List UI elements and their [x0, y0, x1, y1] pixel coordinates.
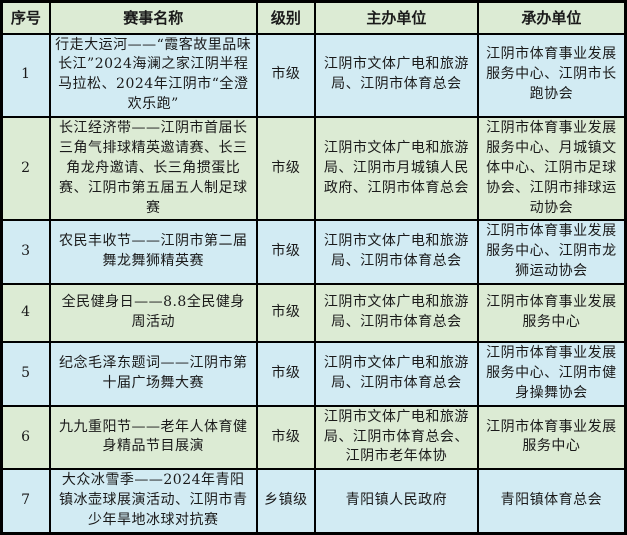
cell-host: 江阴市文体广电和旅游局、江阴市体育总会、江阴市老年体协: [313, 404, 479, 471]
table-row: 3 农民丰收节——江阴市第二届舞龙舞狮精英赛 市级 江阴市文体广电和旅游局、江阴…: [0, 219, 627, 285]
col-header-undertaker: 承办单位: [476, 0, 627, 35]
cell-host: 江阴市文体广电和旅游局、江阴市体育总会: [313, 32, 479, 118]
table-row: 4 全民健身日——8.8全民健身周活动 市级 江阴市文体广电和旅游局、江阴市体育…: [0, 283, 627, 343]
cell-host: 江阴市文体广电和旅游局、江阴市体育总会: [313, 341, 479, 407]
cell-no: 1: [0, 32, 51, 118]
table-row: 6 九九重阳节——老年人体育健身精品节目展演 市级 江阴市文体广电和旅游局、江阴…: [0, 404, 627, 471]
cell-undertaker: 江阴市体育事业发展服务中心、江阴市长跑协会: [476, 32, 627, 118]
cell-event-name: 九九重阳节——老年人体育健身精品节目展演: [48, 404, 258, 471]
col-header-level: 级别: [255, 0, 316, 35]
header-row: 序号 赛事名称 级别 主办单位 承办单位: [0, 0, 627, 35]
col-header-host: 主办单位: [313, 0, 479, 35]
cell-host: 江阴市文体广电和旅游局、江阴市体育总会: [313, 219, 479, 285]
cell-event-name: 纪念毛泽东题词——江阴市第十届广场舞大赛: [48, 341, 258, 407]
table-row: 5 纪念毛泽东题词——江阴市第十届广场舞大赛 市级 江阴市文体广电和旅游局、江阴…: [0, 341, 627, 407]
cell-no: 4: [0, 283, 51, 343]
cell-no: 3: [0, 219, 51, 285]
cell-event-name: 行走大运河——“霞客故里品味长江”2024海澜之家江阴半程马拉松、2024年江阴…: [48, 32, 258, 118]
cell-no: 2: [0, 115, 51, 222]
cell-level: 乡镇级: [255, 468, 316, 535]
cell-level: 市级: [255, 404, 316, 471]
cell-host: 江阴市文体广电和旅游局、江阴市月城镇人民政府、江阴市体育总会: [313, 115, 479, 222]
col-header-no: 序号: [0, 0, 51, 35]
cell-host: 江阴市文体广电和旅游局、江阴市体育总会: [313, 283, 479, 343]
cell-event-name: 农民丰收节——江阴市第二届舞龙舞狮精英赛: [48, 219, 258, 285]
cell-undertaker: 江阴市体育事业发展服务中心、月城镇文体中心、江阴市足球协会、江阴市排球运动协会: [476, 115, 627, 222]
cell-level: 市级: [255, 283, 316, 343]
cell-undertaker: 江阴市体育事业发展服务中心、江阴市健身操舞协会: [476, 341, 627, 407]
cell-host: 青阳镇人民政府: [313, 468, 479, 535]
cell-level: 市级: [255, 115, 316, 222]
cell-undertaker: 江阴市体育事业发展服务中心: [476, 404, 627, 471]
table-row: 1 行走大运河——“霞客故里品味长江”2024海澜之家江阴半程马拉松、2024年…: [0, 32, 627, 118]
cell-no: 6: [0, 404, 51, 471]
cell-undertaker: 青阳镇体育总会: [476, 468, 627, 535]
cell-level: 市级: [255, 32, 316, 118]
cell-event-name: 全民健身日——8.8全民健身周活动: [48, 283, 258, 343]
cell-no: 5: [0, 341, 51, 407]
cell-no: 7: [0, 468, 51, 535]
cell-undertaker: 江阴市体育事业发展服务中心、江阴市龙狮运动协会: [476, 219, 627, 285]
cell-event-name: 大众冰雪季——2024年青阳镇冰壶球展演活动、江阴市青少年旱地冰球对抗赛: [48, 468, 258, 535]
table-row: 2 长江经济带——江阴市首届长三角气排球精英邀请赛、长三角龙舟邀请、长三角掼蛋比…: [0, 115, 627, 222]
cell-level: 市级: [255, 219, 316, 285]
table-row: 7 大众冰雪季——2024年青阳镇冰壶球展演活动、江阴市青少年旱地冰球对抗赛 乡…: [0, 468, 627, 535]
cell-level: 市级: [255, 341, 316, 407]
cell-event-name: 长江经济带——江阴市首届长三角气排球精英邀请赛、长三角龙舟邀请、长三角掼蛋比赛、…: [48, 115, 258, 222]
col-header-event-name: 赛事名称: [48, 0, 258, 35]
cell-undertaker: 江阴市体育事业发展服务中心: [476, 283, 627, 343]
